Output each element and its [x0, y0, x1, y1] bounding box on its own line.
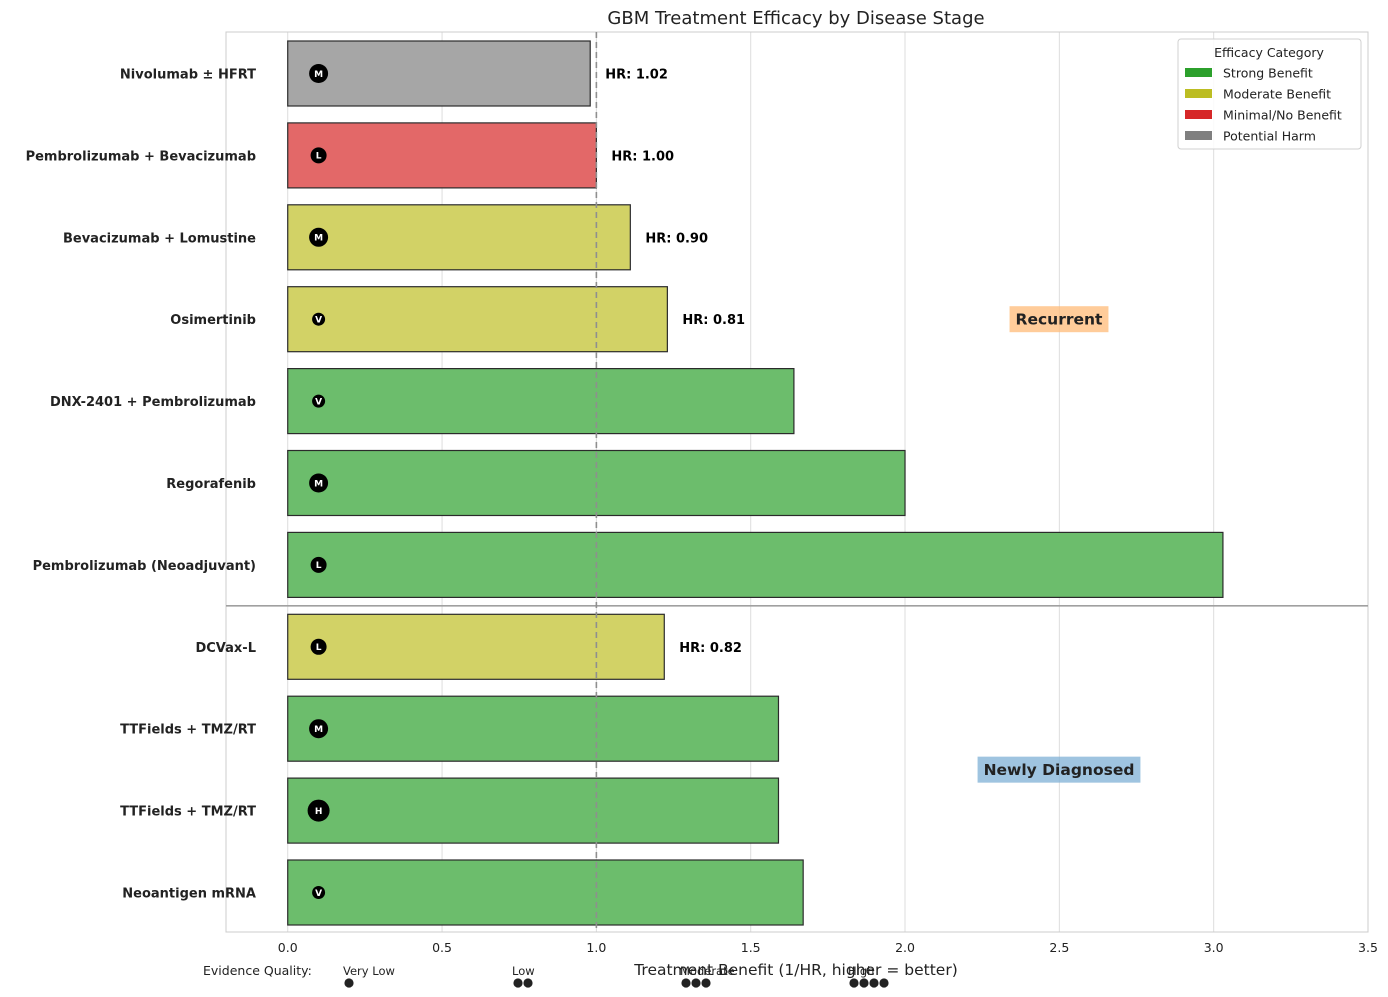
legend-swatch	[1185, 68, 1212, 77]
legend-box	[1177, 38, 1362, 150]
bar	[287, 613, 665, 680]
legend-label: Moderate Benefit	[1223, 87, 1331, 102]
evidence-marker	[309, 473, 329, 493]
group-label: Newly Diagnosed	[984, 761, 1135, 779]
evidence-marker	[309, 227, 329, 247]
evidence-marker	[310, 638, 327, 655]
category-label: Pembrolizumab (Neoadjuvant)	[33, 559, 256, 574]
bar	[287, 204, 631, 271]
evidence-dot	[344, 978, 354, 988]
evidence-marker-code: V	[315, 889, 322, 899]
evidence-marker	[310, 556, 327, 573]
evidence-level-label: Moderate	[680, 964, 735, 978]
category-label: DNX-2401 + Pembrolizumab	[50, 395, 256, 410]
category-label: Osimertinib	[170, 313, 256, 328]
category-label: DCVax-L	[195, 641, 256, 656]
hr-label: HR: 0.82	[679, 641, 742, 656]
hr-label: HR: 0.90	[645, 231, 708, 246]
legend: Efficacy Category Strong Benefit Moderate …	[1177, 38, 1362, 150]
bar	[287, 695, 780, 762]
evidence-marker-code: V	[315, 397, 322, 407]
evidence-marker	[309, 64, 329, 83]
bar	[287, 368, 795, 435]
bar	[287, 531, 1224, 599]
bar	[287, 122, 597, 189]
group-label: Recurrent	[1016, 311, 1104, 329]
legend-title: Efficacy Category	[1214, 45, 1324, 60]
evidence-level-label: Very Low	[343, 964, 395, 978]
x-axis-ticks: 0.0 0.5 1.0 1.5 2.0 2.5 3.0 3.5	[278, 940, 1378, 955]
x-tick-label: 2.5	[1049, 940, 1069, 955]
x-tick-label: 0.5	[432, 940, 452, 955]
evidence-marker-code: M	[314, 479, 323, 489]
evidence-level-label: Low	[512, 964, 535, 978]
hr-label: HR: 1.02	[605, 68, 668, 83]
bar	[287, 777, 780, 844]
evidence-key-label: Evidence Quality:	[203, 963, 312, 978]
x-tick-label: 0.0	[278, 940, 298, 955]
evidence-marker	[312, 312, 326, 326]
category-label: TTFields + TMZ/RT	[120, 805, 256, 820]
evidence-quality-key: Evidence Quality: Very Low Low Moderate High	[203, 963, 889, 988]
legend-swatch	[1185, 110, 1212, 119]
bars: HR: 1.02 HR: 1.00 HR: 0.90 HR: 0.81 HR: 0.82	[287, 40, 1224, 926]
x-axis-label: Treatment Benefit (1/HR, higher = better…	[633, 961, 958, 979]
evidence-marker-code: H	[315, 807, 323, 817]
evidence-marker	[310, 147, 327, 164]
category-labels: Nivolumab ± HFRT Pembrolizumab + Bevacizu…	[26, 68, 257, 902]
legend-label: Minimal/No Benefit	[1223, 108, 1342, 123]
category-label: TTFields + TMZ/RT	[120, 723, 256, 738]
evidence-dot	[513, 978, 523, 988]
bar	[287, 859, 804, 926]
evidence-dot	[849, 978, 859, 988]
category-label: Regorafenib	[166, 477, 256, 492]
x-tick-label: 2.0	[895, 940, 915, 955]
x-tick-label: 1.5	[741, 940, 761, 955]
evidence-marker-code: L	[316, 643, 322, 653]
hr-label: HR: 0.81	[682, 313, 745, 328]
group-label-box	[1009, 306, 1109, 333]
category-label: Pembrolizumab + Bevacizumab	[26, 149, 256, 164]
evidence-dot	[859, 978, 869, 988]
bar	[287, 286, 668, 353]
evidence-marker-code: M	[314, 70, 323, 80]
legend-swatch	[1185, 89, 1212, 98]
plot-frame	[225, 31, 1369, 933]
category-label: Nivolumab ± HFRT	[120, 68, 256, 83]
evidence-dot	[691, 978, 701, 988]
evidence-marker-code: L	[316, 152, 322, 162]
evidence-marker	[307, 799, 330, 822]
evidence-marker-code: M	[314, 725, 323, 735]
legend-label: Potential Harm	[1223, 129, 1316, 144]
evidence-dot	[701, 978, 711, 988]
category-label: Bevacizumab + Lomustine	[63, 231, 256, 246]
evidence-marker-code: M	[314, 234, 323, 244]
evidence-marker	[309, 719, 329, 739]
legend-label: Strong Benefit	[1223, 66, 1313, 81]
evidence-marker	[312, 394, 326, 408]
evidence-dot	[879, 978, 889, 988]
evidence-marker	[312, 886, 326, 899]
category-label: Neoantigen mRNA	[122, 887, 256, 902]
evidence-dot	[681, 978, 691, 988]
evidence-dot	[869, 978, 879, 988]
evidence-markers: M L M V V M L L M H V	[307, 64, 330, 899]
group-label-box	[977, 756, 1141, 783]
x-tick-label: 1.0	[586, 940, 606, 955]
group-annotations: Recurrent Newly Diagnosed	[226, 306, 1368, 783]
chart-title: GBM Treatment Efficacy by Disease Stage	[607, 8, 984, 29]
evidence-marker-code: L	[316, 561, 322, 571]
x-tick-label: 3.0	[1204, 940, 1224, 955]
evidence-dot	[523, 978, 533, 988]
evidence-level-label: High	[848, 964, 874, 978]
bar	[287, 40, 591, 107]
x-tick-label: 3.5	[1358, 940, 1378, 955]
legend-swatch	[1185, 131, 1212, 140]
hr-label: HR: 1.00	[611, 149, 674, 164]
evidence-marker-code: V	[315, 316, 322, 326]
